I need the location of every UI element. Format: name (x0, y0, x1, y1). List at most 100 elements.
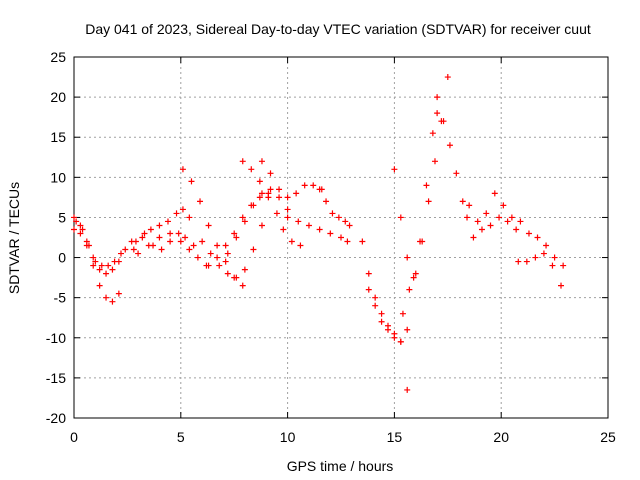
data-point (523, 258, 530, 265)
data-point (96, 282, 103, 289)
data-point (474, 218, 481, 225)
data-point (483, 210, 490, 217)
chart-title: Day 041 of 2023, Sidereal Day-to-day VTE… (85, 21, 591, 37)
x-tick-label: 15 (387, 429, 403, 445)
y-tick-label: -5 (54, 290, 67, 306)
data-point (429, 130, 436, 137)
y-tick-label: 15 (50, 129, 66, 145)
data-point (404, 254, 411, 261)
data-point (216, 262, 223, 269)
data-point (543, 242, 550, 249)
data-point (295, 218, 302, 225)
data-point (71, 214, 77, 221)
data-point (258, 222, 265, 229)
data-point (327, 230, 334, 237)
series-arc-18 (399, 74, 451, 317)
data-point (280, 226, 287, 233)
data-point (384, 326, 391, 333)
data-point (284, 194, 291, 201)
data-point (508, 214, 515, 221)
data-point (464, 214, 471, 221)
y-tick-label: 5 (58, 209, 66, 225)
data-point (446, 142, 453, 149)
data-points (71, 74, 567, 393)
series-arc-22 (515, 250, 565, 289)
data-point (305, 222, 312, 229)
data-point (410, 274, 417, 281)
data-point (109, 266, 116, 273)
series-arc-17 (391, 94, 441, 281)
y-tick-label: 0 (58, 250, 66, 266)
data-point (98, 262, 105, 269)
data-point (434, 94, 441, 101)
x-axis-label: GPS time / hours (287, 458, 394, 474)
axis-ticks (73, 56, 609, 419)
data-point (188, 178, 195, 185)
data-point (186, 246, 193, 253)
data-point (412, 270, 419, 277)
data-point (404, 326, 411, 333)
data-point (431, 158, 438, 165)
y-axis-label: SDTVAR / TECUs (6, 182, 22, 294)
data-point (199, 238, 206, 245)
data-point (182, 234, 189, 241)
data-point (239, 158, 246, 165)
y-tick-label: -20 (46, 410, 66, 426)
series-arc-9 (205, 190, 272, 269)
series-arc-10 (239, 158, 304, 249)
data-point (186, 214, 193, 221)
series-arc-23 (525, 230, 567, 269)
data-point (466, 202, 473, 209)
data-point (276, 186, 283, 193)
data-point (103, 294, 110, 301)
data-point (141, 230, 148, 237)
data-point (316, 226, 323, 233)
data-point (122, 246, 129, 253)
data-point (214, 242, 221, 249)
y-tick-label: 10 (50, 169, 66, 185)
plot-frame (73, 56, 609, 419)
data-point (250, 202, 257, 209)
data-point (478, 226, 485, 233)
data-point (297, 242, 304, 249)
data-point (96, 266, 103, 273)
data-point (111, 258, 118, 265)
series-arc-14 (316, 186, 353, 229)
series-arc-20 (466, 190, 524, 225)
y-tick-label: 20 (50, 89, 66, 105)
data-point (397, 338, 404, 345)
data-point (491, 190, 498, 197)
data-point (267, 186, 274, 193)
data-point (525, 230, 532, 237)
data-point (205, 222, 212, 229)
data-point (551, 254, 558, 261)
data-point (265, 194, 272, 201)
data-point (177, 238, 184, 245)
series-arc-1 (71, 214, 122, 305)
x-tick-label: 5 (177, 429, 185, 445)
data-point (378, 310, 385, 317)
data-point (214, 254, 221, 261)
data-point (190, 242, 197, 249)
data-point (549, 262, 556, 269)
data-point (173, 210, 180, 217)
data-point (109, 298, 116, 305)
data-point (534, 234, 541, 241)
data-point (359, 238, 366, 245)
data-point (179, 166, 186, 173)
data-point (276, 194, 283, 201)
data-point (560, 262, 567, 269)
data-point (365, 270, 372, 277)
data-point (284, 206, 291, 213)
data-point (224, 250, 231, 257)
data-point (258, 158, 265, 165)
data-point (139, 234, 146, 241)
data-point (233, 274, 240, 281)
data-point (167, 230, 174, 237)
data-point (222, 258, 229, 265)
data-point (540, 250, 547, 257)
data-point (71, 226, 77, 233)
data-point (338, 234, 344, 241)
data-point (267, 170, 274, 177)
